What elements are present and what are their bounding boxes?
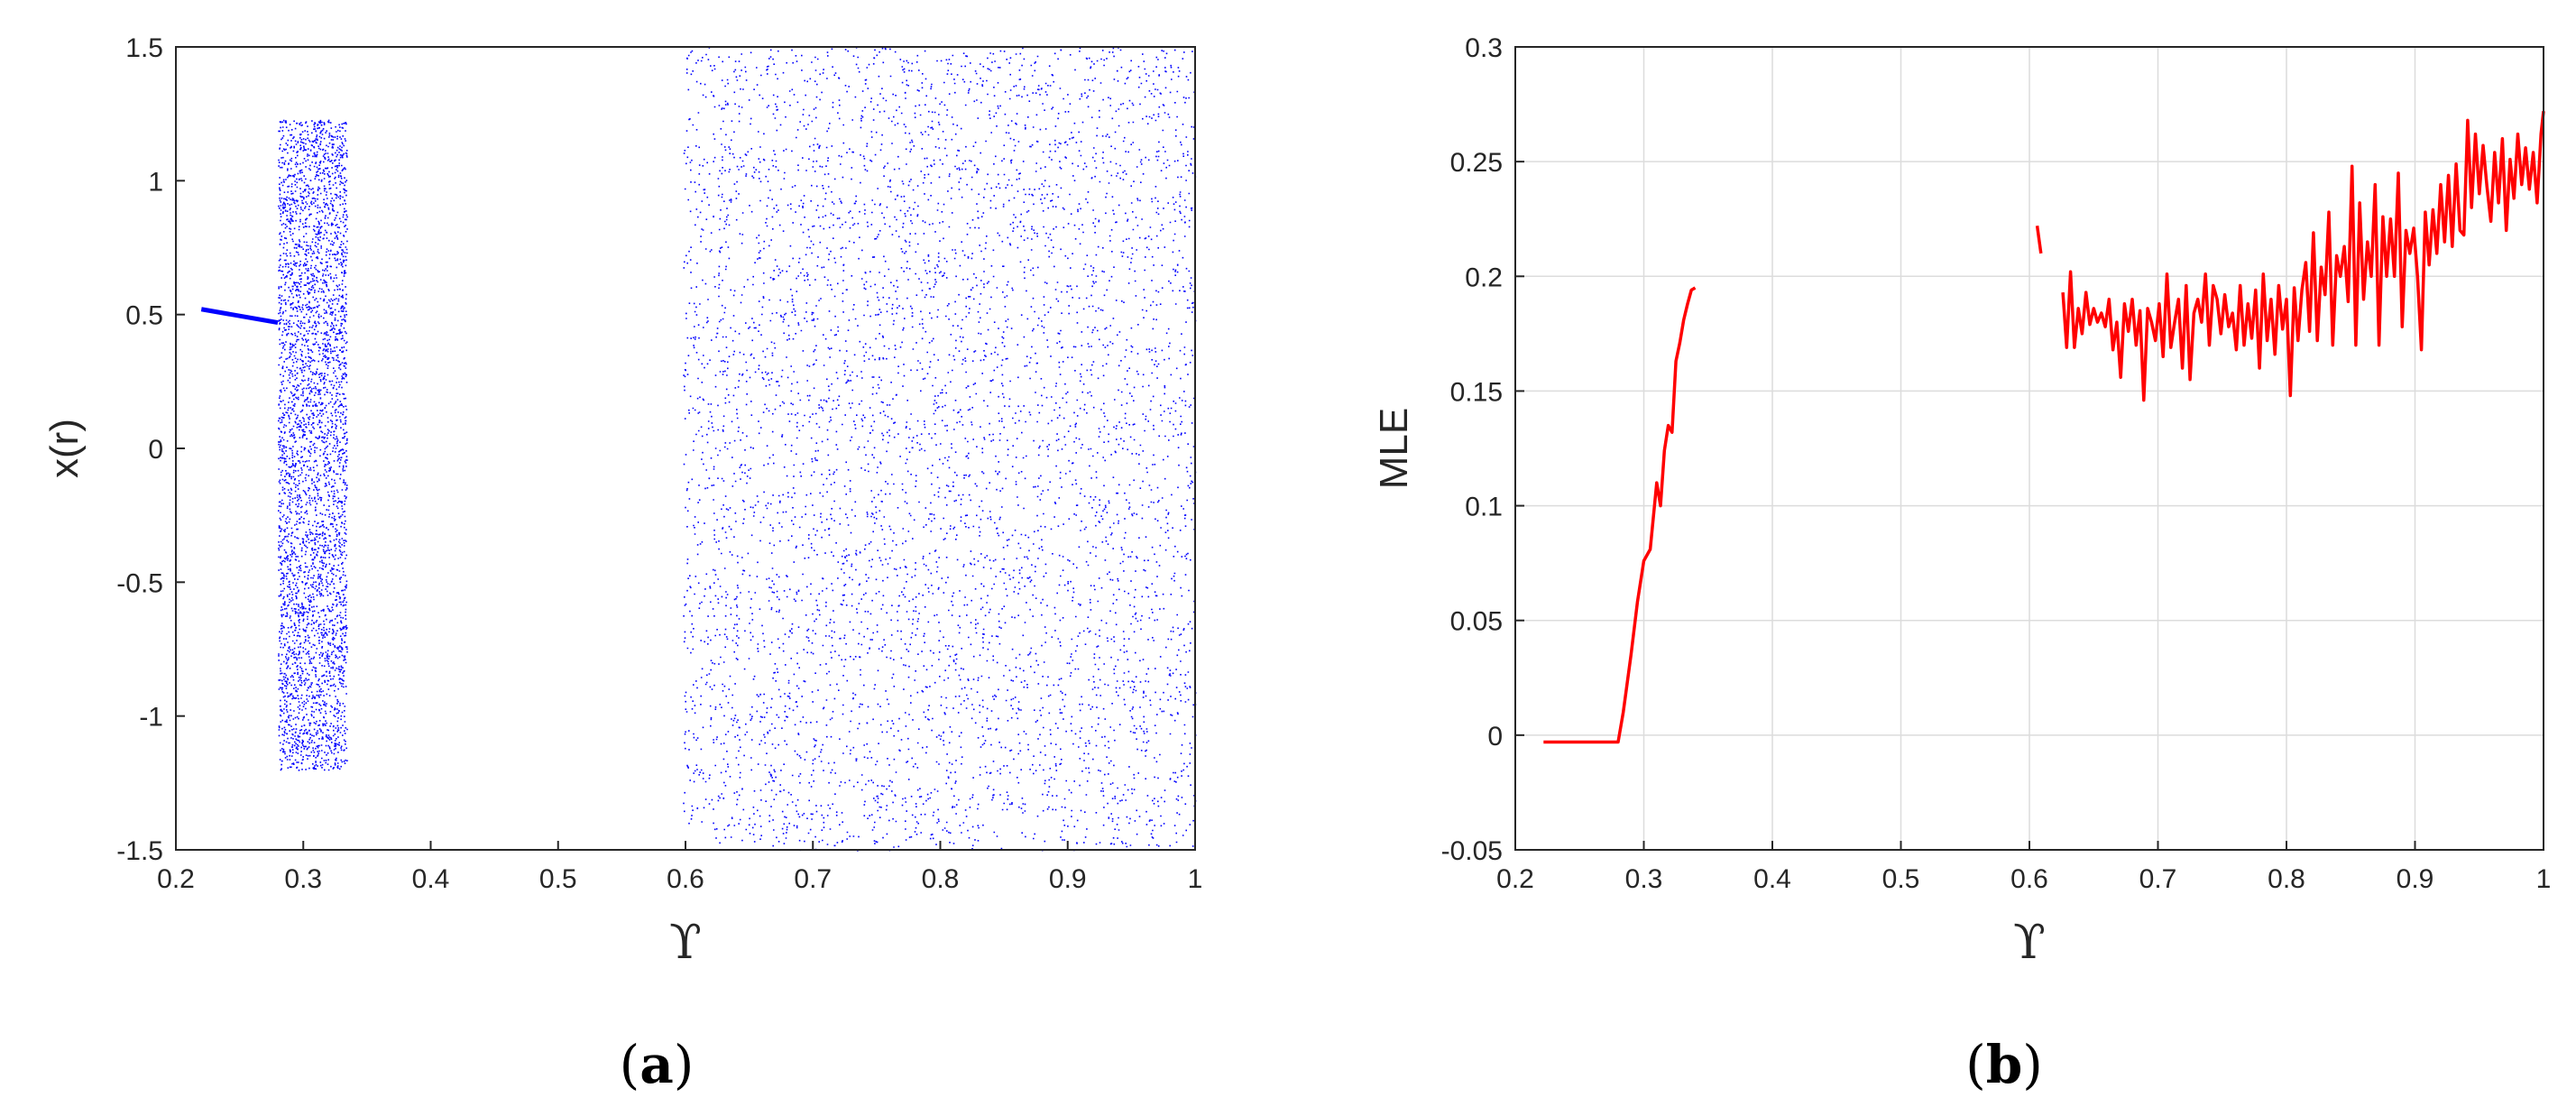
x-tick-label: 0.6: [2010, 864, 2048, 894]
x-tick-label: 1: [2536, 864, 2552, 894]
panel-a-x-axis-label: ϒ: [669, 916, 702, 970]
scatter-band-0: [278, 119, 348, 771]
mle-line-segment-0: [1543, 286, 1697, 744]
x-tick-label: 0.7: [2139, 864, 2177, 894]
panel-b-x-axis-label: ϒ: [2013, 916, 2046, 970]
x-tick-label: 1: [1188, 864, 1203, 894]
y-tick-label: 1: [148, 167, 163, 197]
y-tick-label: -1.5: [116, 836, 163, 866]
x-tick-label: 0.8: [922, 864, 960, 894]
x-tick-label: 0.5: [1882, 864, 1920, 894]
y-tick-label: 1.5: [125, 33, 163, 63]
mle-line-segment-1: [2035, 226, 2043, 254]
x-tick-label: 0.5: [539, 864, 577, 894]
y-tick-label: -1: [139, 703, 163, 733]
x-tick-label: 0.2: [157, 864, 195, 894]
panel-a-caption-open: (: [620, 1034, 640, 1095]
y-tick-label: 0: [1487, 722, 1503, 752]
panel-a-scatter-plot: 0.2 0.3 0.4 0.5 0.6 0.7 0.8 0.9 1 -1.5 -1 -0.5 0 0.5…: [42, 33, 1202, 1095]
panel-a-y-axis-label: x(r): [42, 419, 87, 478]
mle-line-segment-2: [2061, 111, 2545, 402]
y-tick-label: 0.3: [1465, 33, 1503, 63]
panel-a-plot-area: [175, 46, 1197, 852]
x-tick-label: 0.7: [794, 864, 832, 894]
panel-a-caption-close: ): [674, 1034, 695, 1095]
x-tick-label: 0.2: [1496, 864, 1534, 894]
panel-a-background: [176, 47, 1195, 850]
panel-a-caption-letter: a: [639, 1034, 674, 1095]
x-tick-label: 0.3: [284, 864, 322, 894]
panel-a-caption: (a): [620, 1034, 695, 1095]
y-tick-label: -0.5: [116, 568, 163, 598]
y-tick-label: 0.15: [1450, 377, 1503, 407]
panel-b-caption-letter: b: [1986, 1034, 2023, 1095]
y-tick-label: 0.1: [1465, 493, 1503, 522]
panel-b-caption: (b): [1965, 1034, 2043, 1095]
y-tick-label: 0.2: [1465, 263, 1503, 292]
panel-b-y-ticks: -0.05 0 0.05 0.1 0.15 0.2 0.25 0.3: [1441, 33, 1524, 866]
panel-b-data-marks: [1543, 111, 2545, 744]
panel-b-caption-open: (: [1965, 1034, 1986, 1095]
panel-b-line-plot: 0.2 0.3 0.4 0.5 0.6 0.7 0.8 0.9 1 -0.05 0 0.05 0.1 0…: [1372, 33, 2551, 1095]
panel-a-data-marks: [200, 47, 1197, 852]
x-tick-label: 0.6: [667, 864, 704, 894]
x-tick-label: 0.9: [1049, 864, 1087, 894]
x-tick-label: 0.4: [412, 864, 450, 894]
x-tick-label: 0.4: [1753, 864, 1791, 894]
x-tick-label: 0.9: [2397, 864, 2434, 894]
panel-b-x-ticks: 0.2 0.3 0.4 0.5 0.6 0.7 0.8 0.9 1: [1496, 841, 2551, 894]
panel-a-y-ticks: -1.5 -1 -0.5 0 0.5 1 1.5: [116, 33, 185, 866]
panel-b-y-axis-label: MLE: [1372, 408, 1416, 489]
x-tick-label: 0.3: [1625, 864, 1663, 894]
panel-a-x-ticks: 0.2 0.3 0.4 0.5 0.6 0.7 0.8 0.9 1: [157, 841, 1202, 894]
y-tick-label: 0: [148, 435, 163, 465]
panel-b-caption-close: ): [2022, 1034, 2043, 1095]
y-tick-label: 0.5: [125, 301, 163, 331]
periodic-branch-line: [200, 307, 279, 326]
y-tick-label: 0.25: [1450, 148, 1503, 178]
x-tick-label: 0.8: [2268, 864, 2305, 894]
y-tick-label: 0.05: [1450, 607, 1503, 637]
y-tick-label: -0.05: [1441, 836, 1503, 866]
